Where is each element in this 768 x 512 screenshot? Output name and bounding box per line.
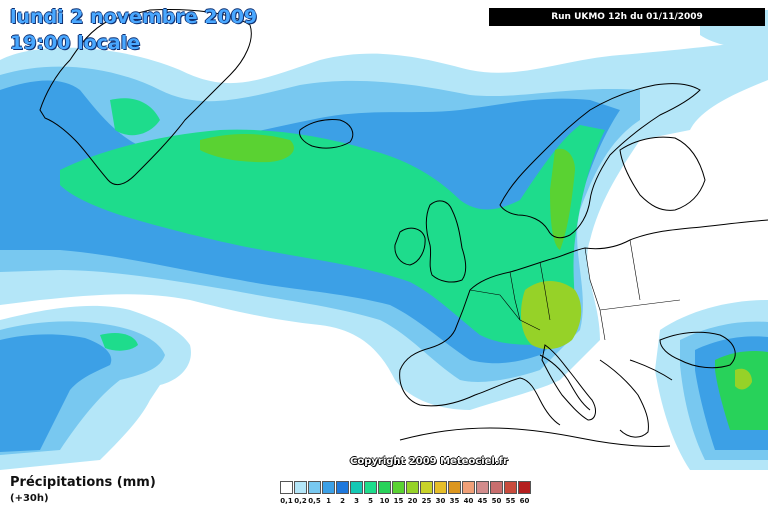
legend-swatch: 1: [322, 481, 335, 505]
copyright-text: Copyright 2009 Meteociel.fr: [350, 456, 508, 467]
legend-swatch: 55: [504, 481, 517, 505]
coast-finland: [619, 136, 706, 211]
lead-time-label: (+30h): [10, 493, 49, 504]
legend-swatch: 3: [350, 481, 363, 505]
legend-tick-label: 0,2: [294, 497, 307, 505]
map-title-time: 19:00 locale: [10, 32, 141, 54]
legend-tick-label: 0,5: [308, 497, 321, 505]
legend-swatch: 15: [392, 481, 405, 505]
map-area: [0, 9, 768, 470]
legend-swatch: 30: [434, 481, 447, 505]
country-borders: [469, 239, 681, 341]
map-title-date: lundi 2 novembre 2009: [10, 6, 258, 28]
legend-tick-label: 15: [393, 497, 404, 505]
coast-greenland: [39, 9, 252, 186]
precip-band-green-sw: [100, 333, 138, 351]
legend-tick-label: 20: [407, 497, 418, 505]
legend-tick-label: 40: [463, 497, 474, 505]
coast-italy: [541, 344, 596, 421]
model-run-label: Run UKMO 12h du 01/11/2009: [489, 8, 765, 26]
legend-tick-label: 10: [379, 497, 390, 505]
legend-swatch: 0,1: [280, 481, 293, 505]
legend-swatch: 25: [420, 481, 433, 505]
coast-north-africa: [399, 427, 671, 448]
legend-tick-label: 5: [368, 497, 373, 505]
precip-core-yellowgreen-2: [550, 148, 575, 250]
coast-scandinavia: [499, 83, 701, 239]
legend-area: Précipitations (mm) (+30h) 0,1 0,2 0,5 1 2 3 5…: [0, 472, 768, 512]
precip-band-green-east: [715, 350, 768, 430]
legend-swatch: 2: [336, 481, 349, 505]
legend-tick-label: 2: [340, 497, 345, 505]
coast-ireland: [394, 227, 426, 266]
variable-label: Précipitations (mm): [10, 475, 156, 490]
legend-swatch: 45: [476, 481, 489, 505]
legend-swatch: 5: [364, 481, 377, 505]
legend-tick-label: 25: [421, 497, 432, 505]
precip-band-deep-sw: [0, 334, 112, 452]
legend-swatch: 0,5: [308, 481, 321, 505]
precip-core-yellowgreen: [520, 281, 582, 350]
precip-core-yellowgreen-4: [735, 368, 752, 390]
legend-swatch: 50: [490, 481, 503, 505]
precip-band-green: [60, 125, 605, 345]
legend-tick-label: 35: [449, 497, 460, 505]
legend-tick-label: 60: [519, 497, 530, 505]
legend-swatch: 40: [462, 481, 475, 505]
precip-core-yellowgreen-3: [200, 134, 294, 163]
legend-tick-label: 45: [477, 497, 488, 505]
legend-tick-label: 3: [354, 497, 359, 505]
coast-great-britain: [425, 200, 467, 283]
legend-tick-label: 55: [505, 497, 516, 505]
legend-tick-label: 0,1: [280, 497, 293, 505]
legend-swatch: 0,2: [294, 481, 307, 505]
coast-iceland: [299, 119, 354, 149]
legend-tick-label: 50: [491, 497, 502, 505]
map-svg: [0, 9, 768, 470]
legend-tick-label: 30: [435, 497, 446, 505]
precip-color-scale: 0,1 0,2 0,5 1 2 3 5 10 15 20 25 30 35 40 45 50 55 60: [280, 481, 532, 505]
precip-band-green-greenland: [110, 98, 160, 136]
legend-tick-label: 1: [326, 497, 331, 505]
legend-swatch: 20: [406, 481, 419, 505]
legend-swatch: 10: [378, 481, 391, 505]
coast-balkans: [599, 359, 673, 438]
coastline-layer: [39, 9, 768, 448]
legend-swatch: 35: [448, 481, 461, 505]
coast-black-sea: [659, 331, 736, 369]
precipitation-layer: [0, 10, 768, 470]
legend-swatch: 60: [518, 481, 531, 505]
